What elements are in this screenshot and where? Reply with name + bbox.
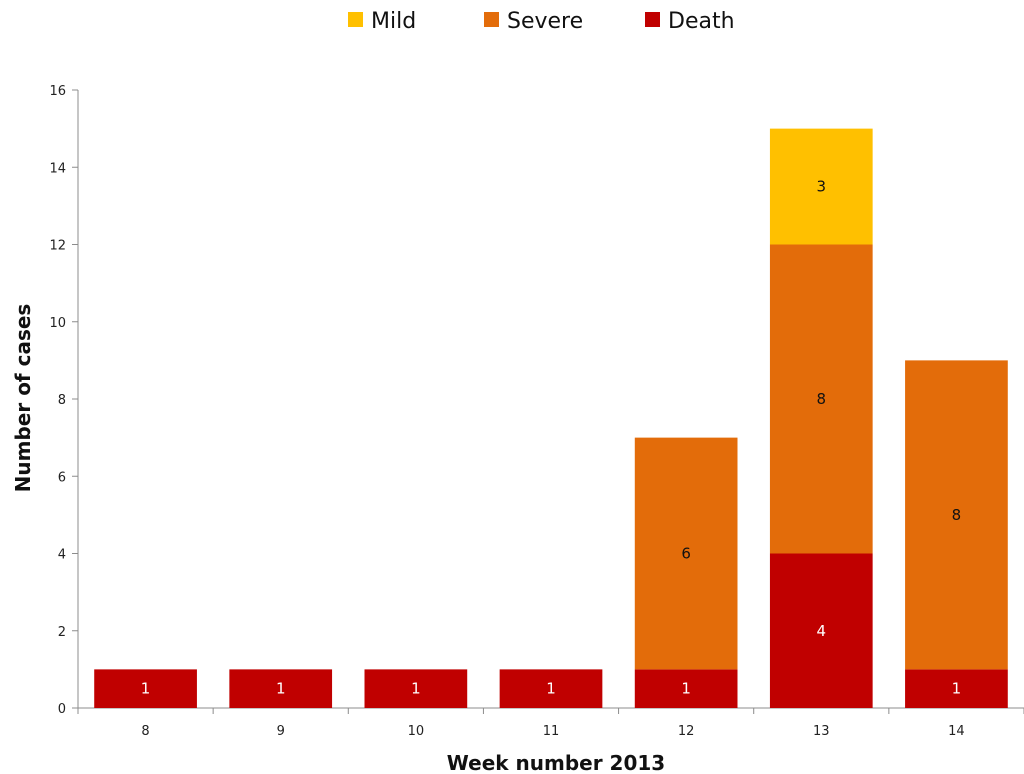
data-label: 1 — [952, 680, 962, 698]
bar-segment-death — [364, 669, 468, 708]
y-tick-label: 16 — [49, 84, 66, 99]
x-tick-label: 12 — [678, 724, 695, 739]
data-label: 8 — [952, 506, 962, 524]
x-axis: 8 9 10 11 12 13 14 — [77, 707, 1024, 739]
data-label: 4 — [817, 622, 827, 640]
data-label: 6 — [681, 545, 691, 563]
y-axis: 0 2 4 6 8 10 12 14 16 — [49, 84, 79, 717]
x-tick-label: 8 — [141, 724, 149, 739]
x-tick-label: 10 — [408, 724, 425, 739]
y-axis-title: Number of cases — [11, 304, 35, 493]
data-label: 1 — [681, 680, 691, 698]
y-tick-label: 0 — [58, 702, 66, 717]
x-axis-title: Week number 2013 — [447, 751, 665, 774]
bar-segment-mild — [769, 128, 873, 245]
data-label: 1 — [276, 680, 286, 698]
y-tick-label: 14 — [49, 161, 66, 176]
x-tick-label: 9 — [277, 724, 285, 739]
data-label: 8 — [817, 390, 827, 408]
bar-segment-death — [634, 669, 738, 708]
data-label: 1 — [546, 680, 556, 698]
y-tick-label: 10 — [49, 316, 66, 331]
y-tick-label: 2 — [58, 625, 66, 640]
y-tick-label: 12 — [49, 239, 66, 254]
data-labels: 1 1 1 1 1 6 4 8 3 1 8 — [141, 178, 961, 698]
x-tick-label: 11 — [543, 724, 560, 739]
x-tick-label: 13 — [813, 724, 830, 739]
legend: Mild Severe Death — [348, 9, 735, 34]
bar-segment-death — [229, 669, 333, 708]
x-tick-label: 14 — [948, 724, 965, 739]
legend-swatch-mild — [348, 12, 363, 27]
bar-segment-severe — [634, 437, 738, 670]
bars — [94, 128, 1008, 708]
bar-segment-severe — [769, 244, 873, 554]
legend-label-mild: Mild — [371, 9, 416, 34]
y-tick-label: 8 — [58, 393, 66, 408]
y-tick-label: 4 — [58, 548, 66, 563]
legend-label-death: Death — [668, 9, 735, 34]
y-tick-label: 6 — [58, 470, 66, 485]
bar-segment-death — [94, 669, 197, 708]
data-label: 1 — [411, 680, 421, 698]
legend-label-severe: Severe — [507, 9, 583, 34]
legend-swatch-death — [645, 12, 660, 27]
legend-swatch-severe — [484, 12, 499, 27]
data-label: 3 — [817, 178, 827, 196]
data-label: 1 — [141, 680, 151, 698]
bar-segment-death — [905, 669, 1008, 708]
bar-segment-severe — [905, 360, 1008, 670]
bar-segment-death — [499, 669, 603, 708]
bar-segment-death — [769, 553, 873, 708]
